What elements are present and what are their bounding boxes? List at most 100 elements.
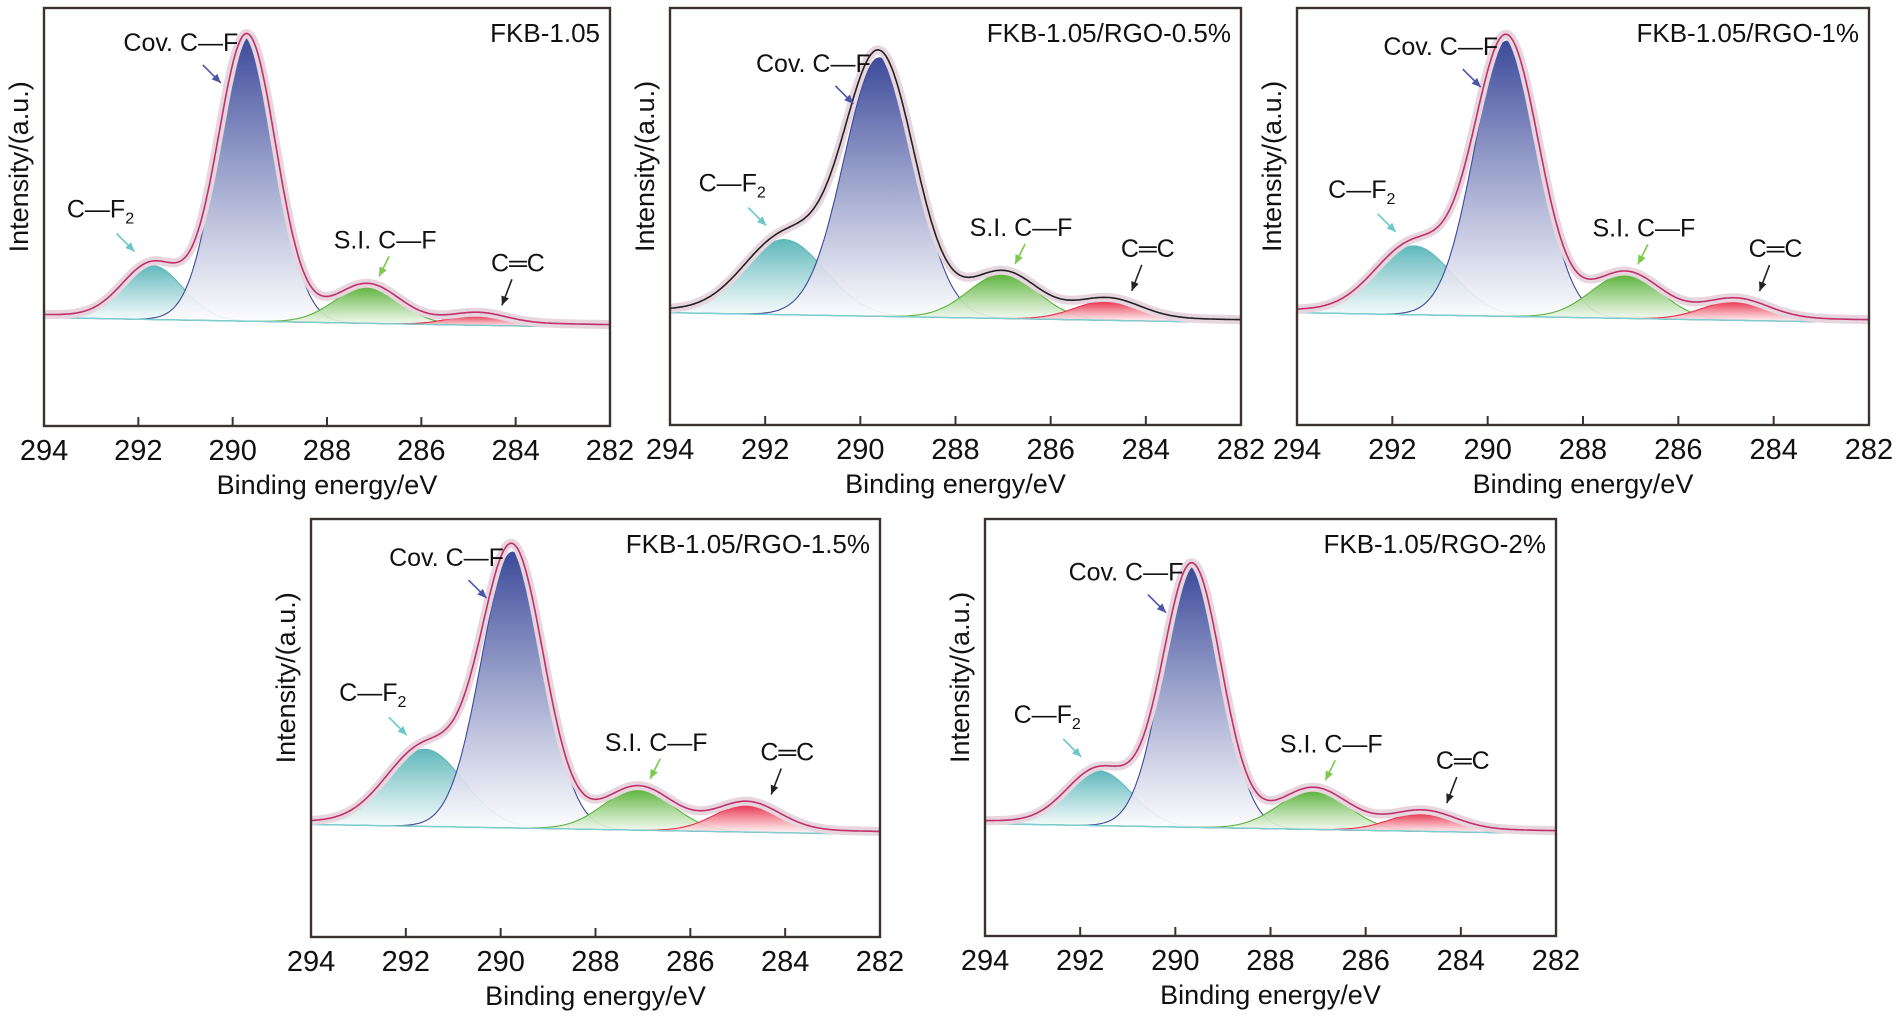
x-tick-label: 286	[397, 435, 445, 467]
fit-envelope	[669, 48, 1242, 321]
peak-label: Cov. C—F	[123, 29, 238, 57]
peak-label: C—F2	[699, 170, 766, 202]
x-tick-label: 282	[856, 946, 904, 978]
x-tick-label: 286	[666, 946, 714, 978]
arrow-head-icon	[1471, 77, 1481, 88]
arrow-head-icon	[757, 216, 767, 226]
arrow-head-icon	[1072, 747, 1082, 757]
x-axis-label: Binding energy/eV	[1473, 469, 1694, 499]
arrow-head-icon	[477, 588, 487, 599]
arrow-head-icon	[1386, 222, 1396, 232]
xps-panel-4: 294 292 290 288 286 284 282 Binding energy/eV In…	[251, 509, 910, 1017]
x-tick-label: 282	[586, 435, 634, 467]
peak-label: S.I. C—F	[1593, 214, 1696, 242]
x-tick-label: 284	[491, 435, 539, 467]
y-axis-label: Intensity/(a.u.)	[630, 81, 660, 252]
x-tick-label: 282	[1845, 434, 1893, 466]
peak-label: C—F2	[67, 196, 134, 228]
arrow-head-icon	[397, 725, 407, 736]
arrow-head-icon	[1637, 254, 1646, 265]
x-tick-label: 288	[1246, 945, 1294, 977]
peak-label-subscript: 2	[398, 694, 407, 711]
peak-label: C═C	[1121, 235, 1175, 263]
xps-chart-svg: 294 292 290 288 286 284 282 Binding energy/eV In…	[1257, 6, 1893, 499]
xps-panel-3: 294 292 290 288 286 284 282 Binding energy/eV In…	[1237, 0, 1896, 505]
baseline	[1296, 312, 1870, 324]
xps-chart-svg: 294 292 290 288 286 284 282 Binding energy/eV In…	[945, 517, 1580, 1010]
peak-label: S.I. C—F	[1280, 730, 1383, 758]
peak-label: C═C	[1436, 747, 1490, 775]
arrow-head-icon	[501, 295, 509, 306]
x-tick-label: 290	[208, 435, 256, 467]
x-axis-label: Binding energy/eV	[1160, 980, 1381, 1010]
peak-label: S.I. C—F	[605, 729, 708, 757]
xps-panel-1: 294 292 290 288 286 284 282 Binding energy/eV In…	[0, 0, 640, 506]
arrow-head-icon	[1156, 603, 1166, 613]
arrow-head-icon	[1015, 254, 1023, 265]
x-axis-label: Binding energy/eV	[217, 470, 438, 500]
x-tick-label: 284	[1437, 945, 1485, 977]
x-tick-label: 292	[1368, 434, 1416, 466]
xps-chart-svg: 294 292 290 288 286 284 282 Binding energy/eV In…	[271, 517, 904, 1011]
peak-label: C—F2	[339, 679, 406, 711]
arrow-head-icon	[1325, 770, 1333, 781]
baseline	[669, 312, 1242, 324]
y-axis-label: Intensity/(a.u.)	[271, 592, 301, 763]
peak-label-subscript: 2	[125, 211, 134, 228]
x-axis-label: Binding energy/eV	[845, 469, 1066, 499]
arrow-head-icon	[379, 266, 387, 277]
x-tick-label: 292	[1056, 945, 1104, 977]
x-tick-label: 294	[646, 434, 694, 466]
x-tick-label: 290	[476, 946, 524, 978]
x-tick-label: 292	[382, 946, 430, 978]
x-tick-label: 282	[1217, 434, 1265, 466]
plot-frame	[309, 517, 882, 939]
sample-title: FKB-1.05/RGO-2%	[1323, 529, 1546, 559]
peak-label: Cov. C—F	[1383, 33, 1498, 61]
peak-label-subscript: 2	[1072, 716, 1081, 733]
x-tick-label: 290	[836, 434, 884, 466]
arrow-head-icon	[211, 73, 221, 83]
x-tick-label: 288	[1559, 434, 1607, 466]
peak-label: C—F2	[1014, 701, 1081, 733]
arrow-head-icon	[1446, 793, 1454, 804]
x-tick-label: 282	[1532, 945, 1580, 977]
x-tick-label: 284	[1749, 434, 1797, 466]
sample-title: FKB-1.05/RGO-0.5%	[987, 18, 1231, 48]
x-tick-label: 294	[287, 946, 335, 978]
arrow-head-icon	[770, 784, 779, 795]
arrow-head-icon	[1131, 281, 1139, 291]
baseline	[43, 316, 611, 329]
x-tick-label: 294	[20, 435, 68, 467]
x-tick-label: 292	[741, 434, 789, 466]
x-tick-label: 284	[1122, 434, 1170, 466]
peak-label: S.I. C—F	[970, 214, 1073, 242]
peak-label: Cov. C—F	[756, 50, 871, 78]
peak-label: S.I. C—F	[334, 226, 437, 254]
x-tick-label: 288	[303, 435, 351, 467]
x-tick-label: 288	[571, 946, 619, 978]
peak-label: C═C	[1749, 235, 1803, 263]
fit-envelope	[1296, 33, 1870, 321]
peak-label: C═C	[491, 249, 545, 277]
xps-chart-svg: 294 292 290 288 286 284 282 Binding energy/eV In…	[630, 6, 1265, 499]
peak-label-subscript: 2	[1386, 191, 1395, 208]
arrow-head-icon	[1759, 281, 1767, 292]
x-tick-label: 288	[931, 434, 979, 466]
xps-panel-2: 294 292 290 288 286 284 282 Binding energy/eV In…	[610, 0, 1271, 505]
x-tick-label: 290	[1463, 434, 1511, 466]
xps-chart-svg: 294 292 290 288 286 284 282 Binding energy/eV In…	[4, 6, 634, 500]
fit-envelope	[44, 32, 610, 326]
x-tick-label: 290	[1151, 945, 1199, 977]
y-axis-label: Intensity/(a.u.)	[945, 592, 975, 763]
y-axis-label: Intensity/(a.u.)	[4, 81, 34, 252]
baseline	[310, 823, 881, 836]
x-tick-label: 294	[961, 945, 1009, 977]
raw-data-halo	[981, 558, 1560, 836]
sample-title: FKB-1.05	[490, 18, 600, 48]
arrow-head-icon	[844, 94, 854, 104]
raw-data-halo	[40, 29, 614, 330]
x-tick-label: 284	[761, 946, 809, 978]
peak-label: Cov. C—F	[389, 544, 504, 572]
sample-title: FKB-1.05/RGO-1.5%	[626, 529, 870, 559]
